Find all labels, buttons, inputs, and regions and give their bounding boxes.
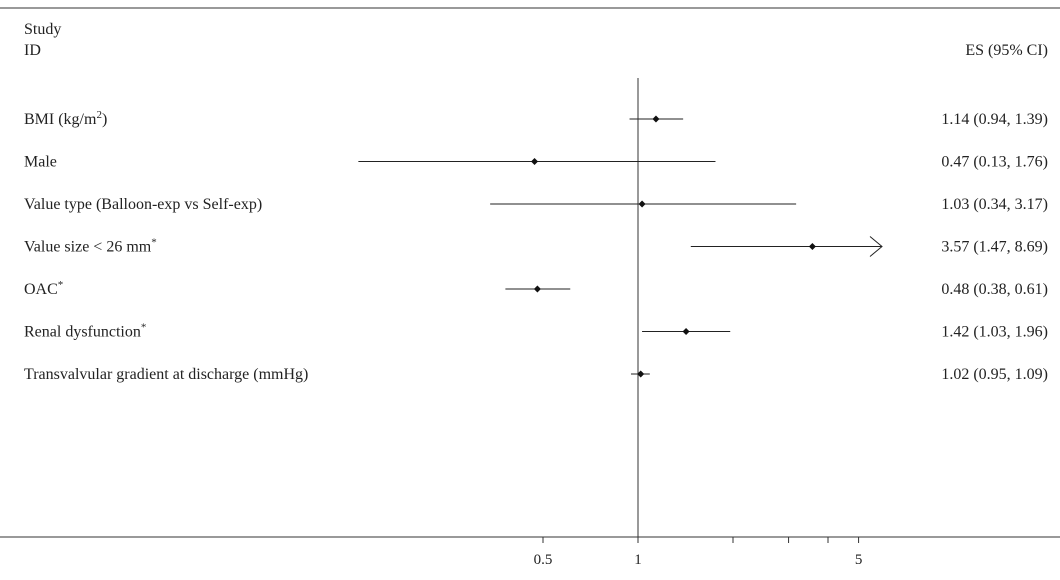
point-estimate xyxy=(638,200,646,208)
study-label: BMI (kg/m2) xyxy=(24,109,107,128)
header-id: ID xyxy=(24,42,41,59)
study-label: Renal dysfunction* xyxy=(24,322,146,341)
point-estimate xyxy=(652,115,660,123)
study-row: Renal dysfunction* 1.42 (1.03, 1.96) xyxy=(24,322,1048,341)
ci-arrow xyxy=(869,236,883,257)
study-label: Male xyxy=(24,154,57,171)
es-value: 3.57 (1.47, 8.69) xyxy=(941,239,1048,256)
study-label: Transvalvular gradient at discharge (mmH… xyxy=(24,366,308,383)
study-rows: BMI (kg/m2) 1.14 (0.94, 1.39) Male 0.47 (0.… xyxy=(24,109,1048,383)
study-row: Male 0.47 (0.13, 1.76) xyxy=(24,154,1048,171)
es-value: 0.47 (0.13, 1.76) xyxy=(941,154,1048,171)
es-value: 1.03 (0.34, 3.17) xyxy=(941,196,1048,213)
study-row: Value size < 26 mm* 3.57 (1.47, 8.69) xyxy=(24,236,1048,257)
study-row: Transvalvular gradient at discharge (mmH… xyxy=(24,366,1048,383)
study-row: OAC* 0.48 (0.38, 0.61) xyxy=(24,279,1048,298)
es-value: 0.48 (0.38, 0.61) xyxy=(941,281,1048,298)
study-label: Value type (Balloon-exp vs Self-exp) xyxy=(24,196,262,213)
x-tick-label: 5 xyxy=(855,552,863,568)
study-label: Value size < 26 mm* xyxy=(24,237,157,256)
point-estimate xyxy=(533,285,541,293)
x-tick-label: 0.5 xyxy=(534,552,553,568)
header-es: ES (95% CI) xyxy=(965,42,1048,59)
es-value: 1.42 (1.03, 1.96) xyxy=(941,324,1048,341)
point-estimate xyxy=(682,328,690,335)
point-estimate xyxy=(808,243,816,250)
study-row: BMI (kg/m2) 1.14 (0.94, 1.39) xyxy=(24,109,1048,128)
study-row: Value type (Balloon-exp vs Self-exp) 1.03… xyxy=(24,196,1048,213)
es-value: 1.02 (0.95, 1.09) xyxy=(941,366,1048,383)
header-study: Study xyxy=(24,21,61,38)
es-value: 1.14 (0.94, 1.39) xyxy=(941,111,1048,128)
x-tick-label: 1 xyxy=(634,552,642,568)
point-estimate xyxy=(531,158,539,165)
point-estimate xyxy=(637,370,645,378)
study-label: OAC* xyxy=(24,279,63,298)
x-axis-ticks: 0.5 1 5 xyxy=(534,537,863,568)
